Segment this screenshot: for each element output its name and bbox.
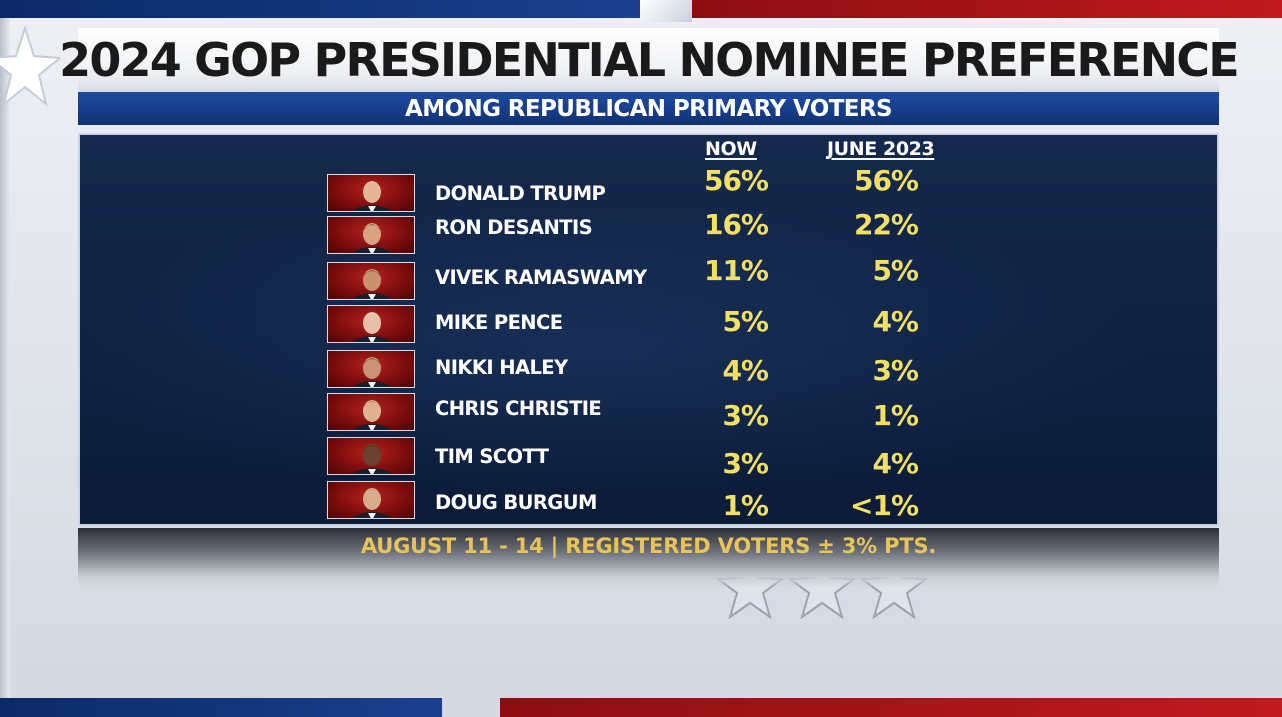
- footer-note: AUGUST 11 - 14 | REGISTERED VOTERS ± 3% …: [360, 534, 937, 558]
- table-row: TIM SCOTT 3% 4%: [0, 437, 1282, 481]
- value-june-2023: 4%: [872, 447, 919, 480]
- results-table-panel: [78, 133, 1219, 526]
- value-june-2023: 22%: [853, 208, 919, 241]
- value-june-2023: 56%: [853, 164, 919, 197]
- candidate-name: NIKKI HALEY: [435, 356, 568, 379]
- footer-bar: [78, 528, 1219, 588]
- value-june-2023: 5%: [872, 254, 919, 287]
- candidate-name: MIKE PENCE: [435, 311, 563, 334]
- top-white-stripe: [640, 0, 692, 22]
- candidate-name: TIM SCOTT: [435, 445, 549, 468]
- value-now: 3%: [722, 447, 769, 480]
- candidate-name: VIVEK RAMASWAMY: [435, 266, 647, 289]
- candidate-photo: [327, 305, 415, 343]
- value-june-2023: 4%: [872, 305, 919, 338]
- decorative-star-icon: [0, 24, 60, 107]
- top-red-stripe: [692, 0, 1282, 18]
- candidate-photo: [327, 437, 415, 475]
- candidate-photo: [327, 262, 415, 300]
- subtitle-bar: AMONG REPUBLICAN PRIMARY VOTERS: [78, 92, 1219, 125]
- candidate-photo: [327, 350, 415, 388]
- candidate-name: DOUG BURGUM: [435, 491, 597, 514]
- left-edge-shade: [0, 0, 10, 717]
- candidate-name: CHRIS CHRISTIE: [435, 397, 602, 420]
- value-june-2023: <1%: [850, 489, 919, 522]
- table-row: CHRIS CHRISTIE 3% 1%: [0, 393, 1282, 437]
- table-row: DONALD TRUMP 56% 56%: [0, 164, 1282, 218]
- value-now: 56%: [703, 164, 769, 197]
- table-row: VIVEK RAMASWAMY 11% 5%: [0, 254, 1282, 306]
- bottom-blue-stripe: [0, 698, 442, 717]
- value-now: 16%: [703, 208, 769, 241]
- candidate-photo: [327, 481, 415, 519]
- candidate-photo: [327, 216, 415, 254]
- candidate-photo: [327, 174, 415, 212]
- top-blue-stripe: [0, 0, 640, 18]
- table-row: RON DESANTIS 16% 22%: [0, 208, 1282, 260]
- candidate-name: RON DESANTIS: [435, 216, 593, 239]
- bottom-red-stripe: [500, 698, 1282, 717]
- value-now: 5%: [722, 305, 769, 338]
- value-june-2023: 1%: [872, 399, 919, 432]
- candidate-name: DONALD TRUMP: [435, 182, 606, 205]
- title-bar: 2024 GOP PRESIDENTIAL NOMINEE PREFERENCE: [59, 28, 1240, 92]
- value-now: 11%: [703, 254, 769, 287]
- chart-title: 2024 GOP PRESIDENTIAL NOMINEE PREFERENCE: [59, 33, 1240, 87]
- value-june-2023: 3%: [872, 354, 919, 387]
- table-row: MIKE PENCE 5% 4%: [0, 305, 1282, 349]
- column-header-now: NOW: [705, 138, 757, 160]
- value-now: 4%: [722, 354, 769, 387]
- column-header-june-2023: JUNE 2023: [827, 138, 935, 160]
- table-row: DOUG BURGUM 1% <1%: [0, 481, 1282, 525]
- candidate-photo: [327, 393, 415, 431]
- value-now: 1%: [722, 489, 769, 522]
- chart-subtitle: AMONG REPUBLICAN PRIMARY VOTERS: [405, 95, 893, 122]
- table-row: NIKKI HALEY 4% 3%: [0, 350, 1282, 394]
- value-now: 3%: [722, 399, 769, 432]
